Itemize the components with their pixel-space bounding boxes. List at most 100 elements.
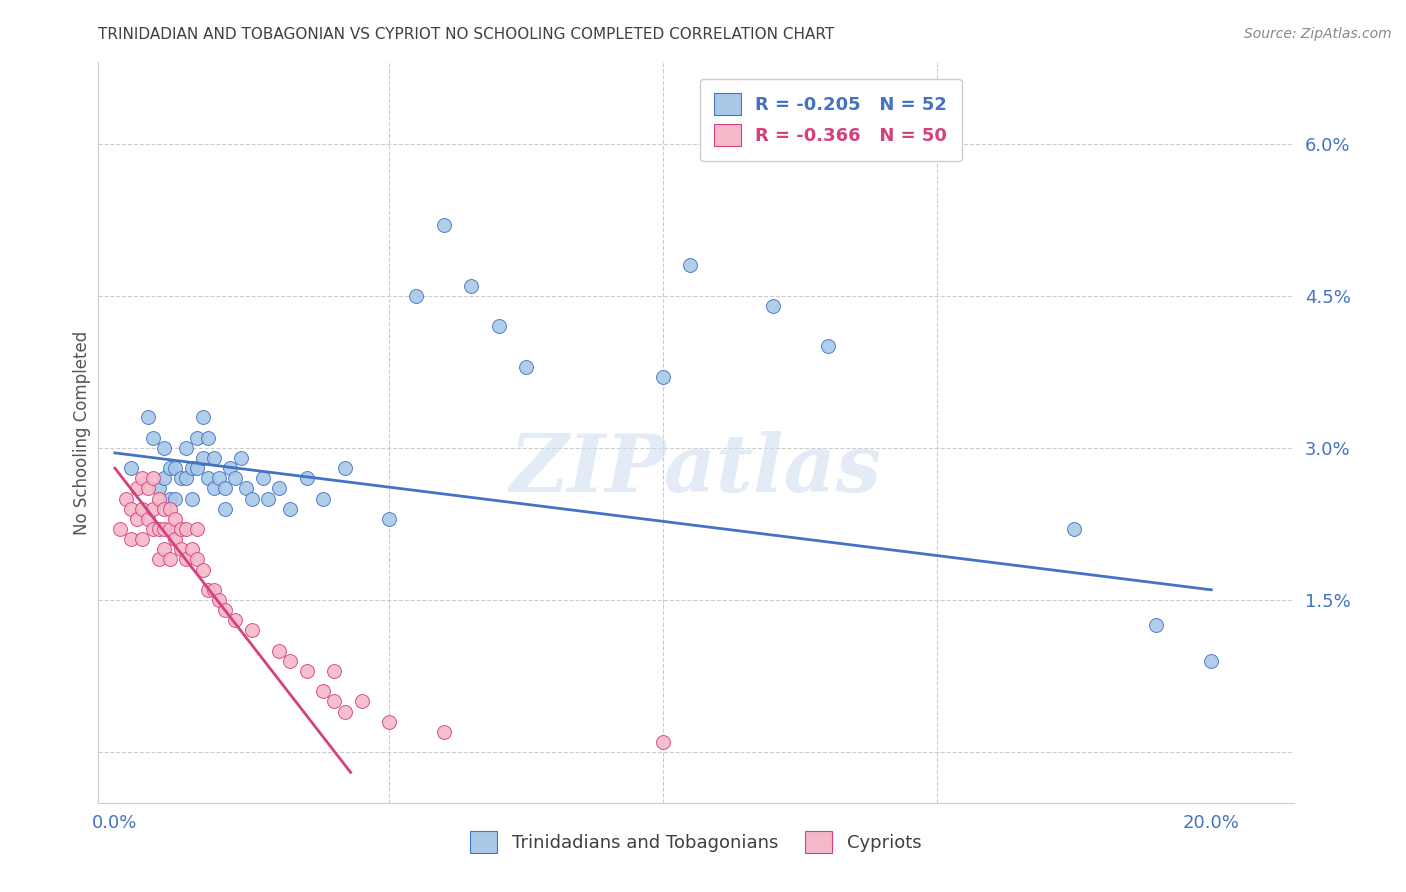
Point — [174, 441, 197, 455]
Point — [148, 482, 170, 496]
Point — [136, 512, 159, 526]
Point — [186, 552, 208, 566]
Point — [433, 724, 456, 739]
Point — [186, 522, 208, 536]
Point — [153, 441, 176, 455]
Point — [202, 582, 225, 597]
Point — [229, 450, 252, 465]
Point — [295, 664, 318, 678]
Point — [120, 532, 142, 546]
Point — [679, 258, 702, 272]
Point — [214, 501, 236, 516]
Point — [153, 501, 176, 516]
Point — [269, 482, 291, 496]
Point — [378, 512, 401, 526]
Point — [219, 461, 242, 475]
Point — [114, 491, 136, 506]
Point — [174, 552, 197, 566]
Point — [191, 562, 214, 576]
Point — [817, 339, 839, 353]
Point — [333, 461, 356, 475]
Point — [131, 532, 153, 546]
Point — [136, 482, 159, 496]
Point — [312, 491, 335, 506]
Point — [488, 319, 510, 334]
Point — [148, 522, 170, 536]
Point — [350, 694, 373, 708]
Text: TRINIDADIAN AND TOBAGONIAN VS CYPRIOT NO SCHOOLING COMPLETED CORRELATION CHART: TRINIDADIAN AND TOBAGONIAN VS CYPRIOT NO… — [98, 27, 835, 42]
Point — [142, 501, 165, 516]
Y-axis label: No Schooling Completed: No Schooling Completed — [73, 331, 91, 534]
Point — [169, 522, 191, 536]
Point — [433, 218, 456, 232]
Point — [148, 552, 170, 566]
Point — [240, 624, 263, 638]
Point — [378, 714, 401, 729]
Point — [125, 512, 148, 526]
Point — [208, 471, 231, 485]
Point — [180, 491, 202, 506]
Point — [240, 491, 263, 506]
Point — [1201, 654, 1223, 668]
Point — [125, 482, 148, 496]
Point — [180, 542, 202, 557]
Point — [174, 522, 197, 536]
Point — [278, 501, 301, 516]
Point — [165, 461, 187, 475]
Point — [235, 482, 257, 496]
Point — [159, 461, 181, 475]
Point — [214, 603, 236, 617]
Point — [269, 643, 291, 657]
Point — [460, 278, 482, 293]
Point — [142, 522, 165, 536]
Point — [224, 613, 246, 627]
Point — [120, 501, 142, 516]
Point — [131, 471, 153, 485]
Point — [312, 684, 335, 698]
Point — [169, 471, 191, 485]
Point — [191, 450, 214, 465]
Point — [142, 471, 165, 485]
Point — [197, 582, 219, 597]
Point — [191, 410, 214, 425]
Point — [333, 705, 356, 719]
Point — [224, 471, 246, 485]
Point — [131, 501, 153, 516]
Point — [257, 491, 280, 506]
Point — [652, 735, 675, 749]
Text: Source: ZipAtlas.com: Source: ZipAtlas.com — [1244, 27, 1392, 41]
Text: ZIPatlas: ZIPatlas — [510, 431, 882, 508]
Point — [120, 461, 142, 475]
Point — [165, 491, 187, 506]
Point — [136, 410, 159, 425]
Point — [159, 491, 181, 506]
Point — [323, 664, 346, 678]
Point — [405, 289, 427, 303]
Point — [153, 471, 176, 485]
Point — [169, 542, 191, 557]
Point — [159, 552, 181, 566]
Point — [202, 482, 225, 496]
Point — [197, 431, 219, 445]
Point — [186, 461, 208, 475]
Point — [159, 501, 181, 516]
Point — [202, 450, 225, 465]
Point — [208, 593, 231, 607]
Point — [652, 369, 675, 384]
Point — [295, 471, 318, 485]
Point — [707, 136, 730, 151]
Point — [515, 359, 537, 374]
Point — [323, 694, 346, 708]
Point — [186, 431, 208, 445]
Point — [252, 471, 274, 485]
Point — [180, 461, 202, 475]
Point — [159, 522, 181, 536]
Point — [153, 542, 176, 557]
Point — [1146, 618, 1168, 632]
Point — [174, 471, 197, 485]
Point — [110, 522, 132, 536]
Point — [165, 512, 187, 526]
Point — [165, 532, 187, 546]
Point — [153, 522, 176, 536]
Point — [148, 491, 170, 506]
